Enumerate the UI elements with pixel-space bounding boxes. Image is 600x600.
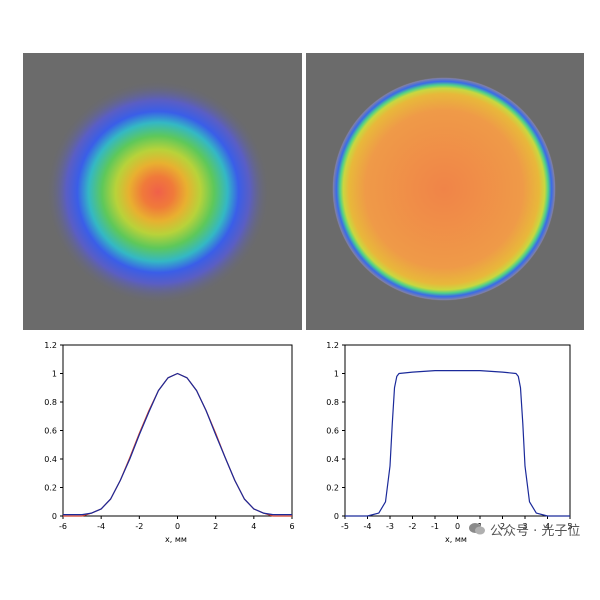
- flattop-profile-ytick-label: 0.2: [326, 484, 339, 493]
- flattop-profile-xtick-label: 0: [455, 522, 460, 531]
- gaussian-profile-ytick-label: 0.6: [44, 427, 57, 436]
- watermark: 公众号 · 光子位: [468, 519, 580, 539]
- flattop-profile-xtick-label: -5: [341, 522, 349, 531]
- flattop-profile-xtick-label: 2: [500, 522, 505, 531]
- flattop-beam-spot: [332, 77, 556, 301]
- gaussian-profile-xtick-label: -4: [97, 522, 105, 531]
- gaussian-profile-xtick-label: -2: [135, 522, 143, 531]
- gaussian-profile-series-measured: [63, 372, 292, 516]
- gaussian-profile-ytick-label: 0: [52, 512, 57, 521]
- flattop-profile-xtick-label: -3: [386, 522, 394, 531]
- gaussian-profile-xtick-label: 4: [251, 522, 256, 531]
- flattop-profile-ytick-label: 1: [334, 370, 339, 379]
- flattop-profile-xtick-label: 5: [567, 522, 572, 531]
- flattop-profile-ytick-label: 0.6: [326, 427, 339, 436]
- flattop-profile-x-axis-label: x, мм: [445, 535, 467, 544]
- flattop-profile-xtick-label: -4: [364, 522, 372, 531]
- flattop-profile-ytick-label: 1.2: [326, 341, 339, 350]
- flattop-profile-xtick-label: -2: [409, 522, 417, 531]
- flattop-profile-xtick-label: 4: [545, 522, 550, 531]
- gaussian-profile-ytick-label: 0.2: [44, 484, 57, 493]
- gaussian-profile-xtick-label: -6: [59, 522, 67, 531]
- flattop-beam-image: [306, 53, 584, 330]
- gaussian-profile-plot-frame: [62, 344, 293, 517]
- gaussian-profile-ytick-label: 1.2: [44, 341, 57, 350]
- flattop-profile-ytick-label: 0.4: [326, 455, 339, 464]
- flattop-profile-xtick-label: -1: [431, 522, 439, 531]
- gaussian-profile-series-gaussian-fit: [63, 372, 292, 517]
- flattop-profile-ytick-label: 0.8: [326, 398, 339, 407]
- flattop-profile-ytick-label: 0: [334, 512, 339, 521]
- gaussian-profile-x-axis-label: x, мм: [165, 535, 187, 544]
- gaussian-profile-ytick-label: 0.8: [44, 398, 57, 407]
- chat-bubble-icon: [469, 523, 485, 535]
- gaussian-beam-image: [23, 53, 302, 330]
- gaussian-beam-spot: [46, 80, 270, 304]
- gaussian-profile-xtick-label: 2: [213, 522, 218, 531]
- watermark-text: 公众号 · 光子位: [490, 523, 581, 539]
- flattop-profile-xtick-label: 3: [522, 522, 527, 531]
- gaussian-profile-ytick-label: 1: [52, 370, 57, 379]
- gaussian-profile-xtick-label: 6: [289, 522, 294, 531]
- gaussian-profile-xtick-label: 0: [175, 522, 180, 531]
- gaussian-profile-ytick-label: 0.4: [44, 455, 57, 464]
- flattop-profile-series-measured: [345, 370, 570, 517]
